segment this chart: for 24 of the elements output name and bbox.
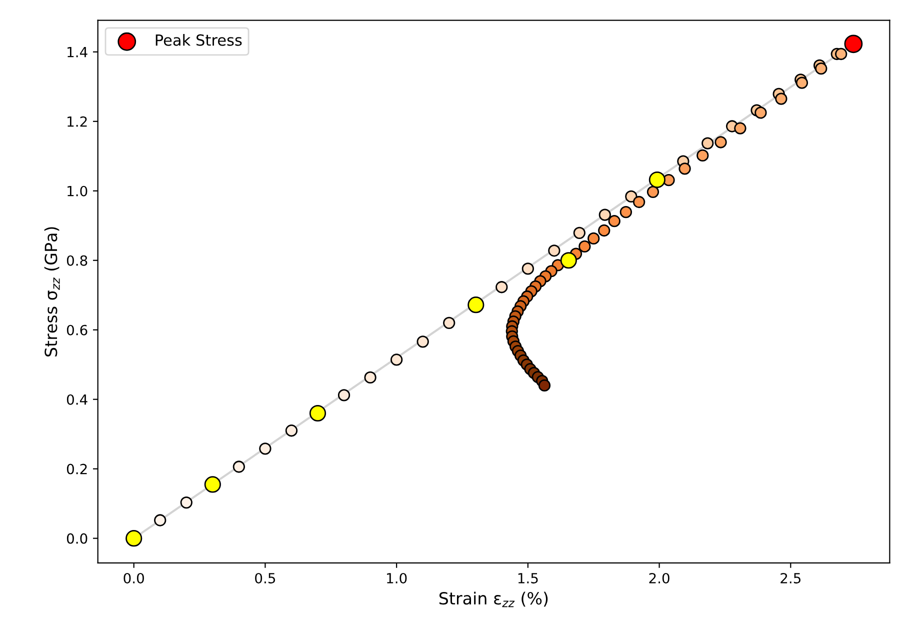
x-tick-label: 0.5 — [255, 572, 276, 584]
point — [126, 530, 142, 547]
point — [560, 252, 577, 269]
x-tick-label: 1.0 — [387, 572, 407, 584]
y-tick-label: 0.2 — [66, 464, 87, 474]
y-tick-label: 1.0 — [68, 186, 88, 196]
x-axis-title: Strain ε$_{zz}$ (%) — [439, 592, 548, 608]
y-axis-title: Stress σ$_{zz}$ (GPa) — [44, 227, 60, 356]
y-tick-label: 0.4 — [66, 394, 88, 405]
x-tick-label: 0.0 — [124, 572, 144, 584]
point — [648, 171, 666, 188]
x-tick-label: 2.5 — [780, 572, 800, 584]
y-tick-label: 1.4 — [68, 47, 88, 58]
point — [844, 34, 863, 54]
legend-label: Peak Stress — [156, 34, 242, 46]
x-tick-label: 2.0 — [649, 572, 670, 584]
x-tick-label: 1.5 — [518, 573, 538, 584]
y-tick-label: 0.8 — [66, 255, 88, 266]
y-tick-label: 0.6 — [66, 324, 88, 336]
y-tick-label: 0.0 — [66, 533, 88, 544]
point — [309, 404, 326, 422]
y-tick-label: 1.2 — [68, 116, 87, 127]
point — [204, 476, 221, 493]
point — [468, 296, 484, 314]
